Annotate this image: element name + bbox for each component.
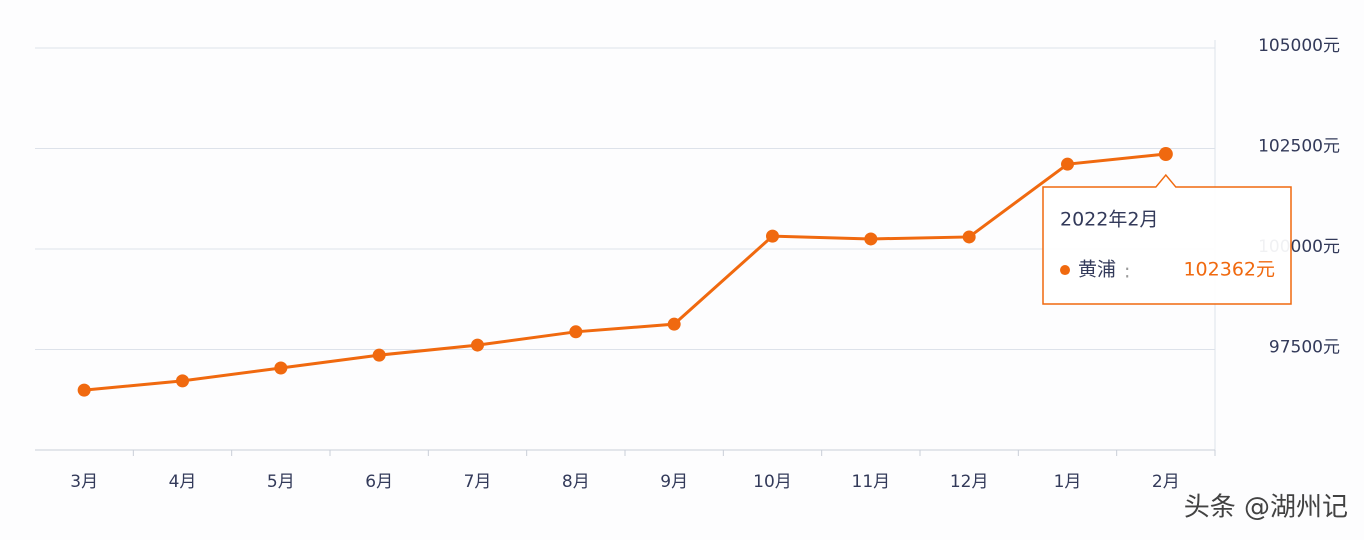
tooltip-box — [1042, 173, 1292, 305]
point — [962, 230, 976, 244]
x-tick-label: 3月 — [70, 472, 98, 492]
x-tick-label: 10月 — [753, 472, 792, 492]
point — [766, 229, 779, 243]
point — [471, 338, 484, 352]
line — [84, 152, 1166, 392]
x-tick-label: 5月 — [267, 472, 295, 492]
x-tick-label: 8月 — [562, 472, 590, 492]
y-tick-label: 102500元 — [1258, 137, 1340, 157]
tooltip-title: 2022年2月 — [1060, 209, 1158, 231]
tooltip-dot — [1060, 265, 1070, 276]
point — [1158, 147, 1173, 162]
x-tick-label: 6月 — [365, 472, 393, 492]
tooltip-series-name: 黄浦 — [1078, 259, 1116, 281]
point — [176, 374, 189, 388]
point — [274, 361, 288, 375]
point — [569, 325, 583, 339]
x-tick-label: 11月 — [852, 472, 891, 492]
point — [77, 383, 91, 397]
point — [667, 317, 681, 331]
x-tick-label: 4月 — [169, 472, 197, 492]
x-tick-label: 1月 — [1054, 472, 1082, 492]
x-tick-label: 12月 — [950, 472, 989, 492]
y-tick-label: 97500元 — [1269, 338, 1340, 358]
watermark: 头条 @湖州记 — [1184, 493, 1348, 523]
x-tick-label: 2月 — [1152, 472, 1180, 492]
point — [372, 348, 386, 362]
point — [1061, 157, 1074, 171]
x-tick-label: 7月 — [464, 472, 492, 492]
x-tick-label: 9月 — [660, 472, 688, 492]
y-tick-label: 105000元 — [1258, 36, 1340, 56]
tooltip-sep: : — [1124, 261, 1130, 283]
tooltip-value: 102362元 — [1183, 259, 1275, 281]
point — [864, 232, 878, 246]
